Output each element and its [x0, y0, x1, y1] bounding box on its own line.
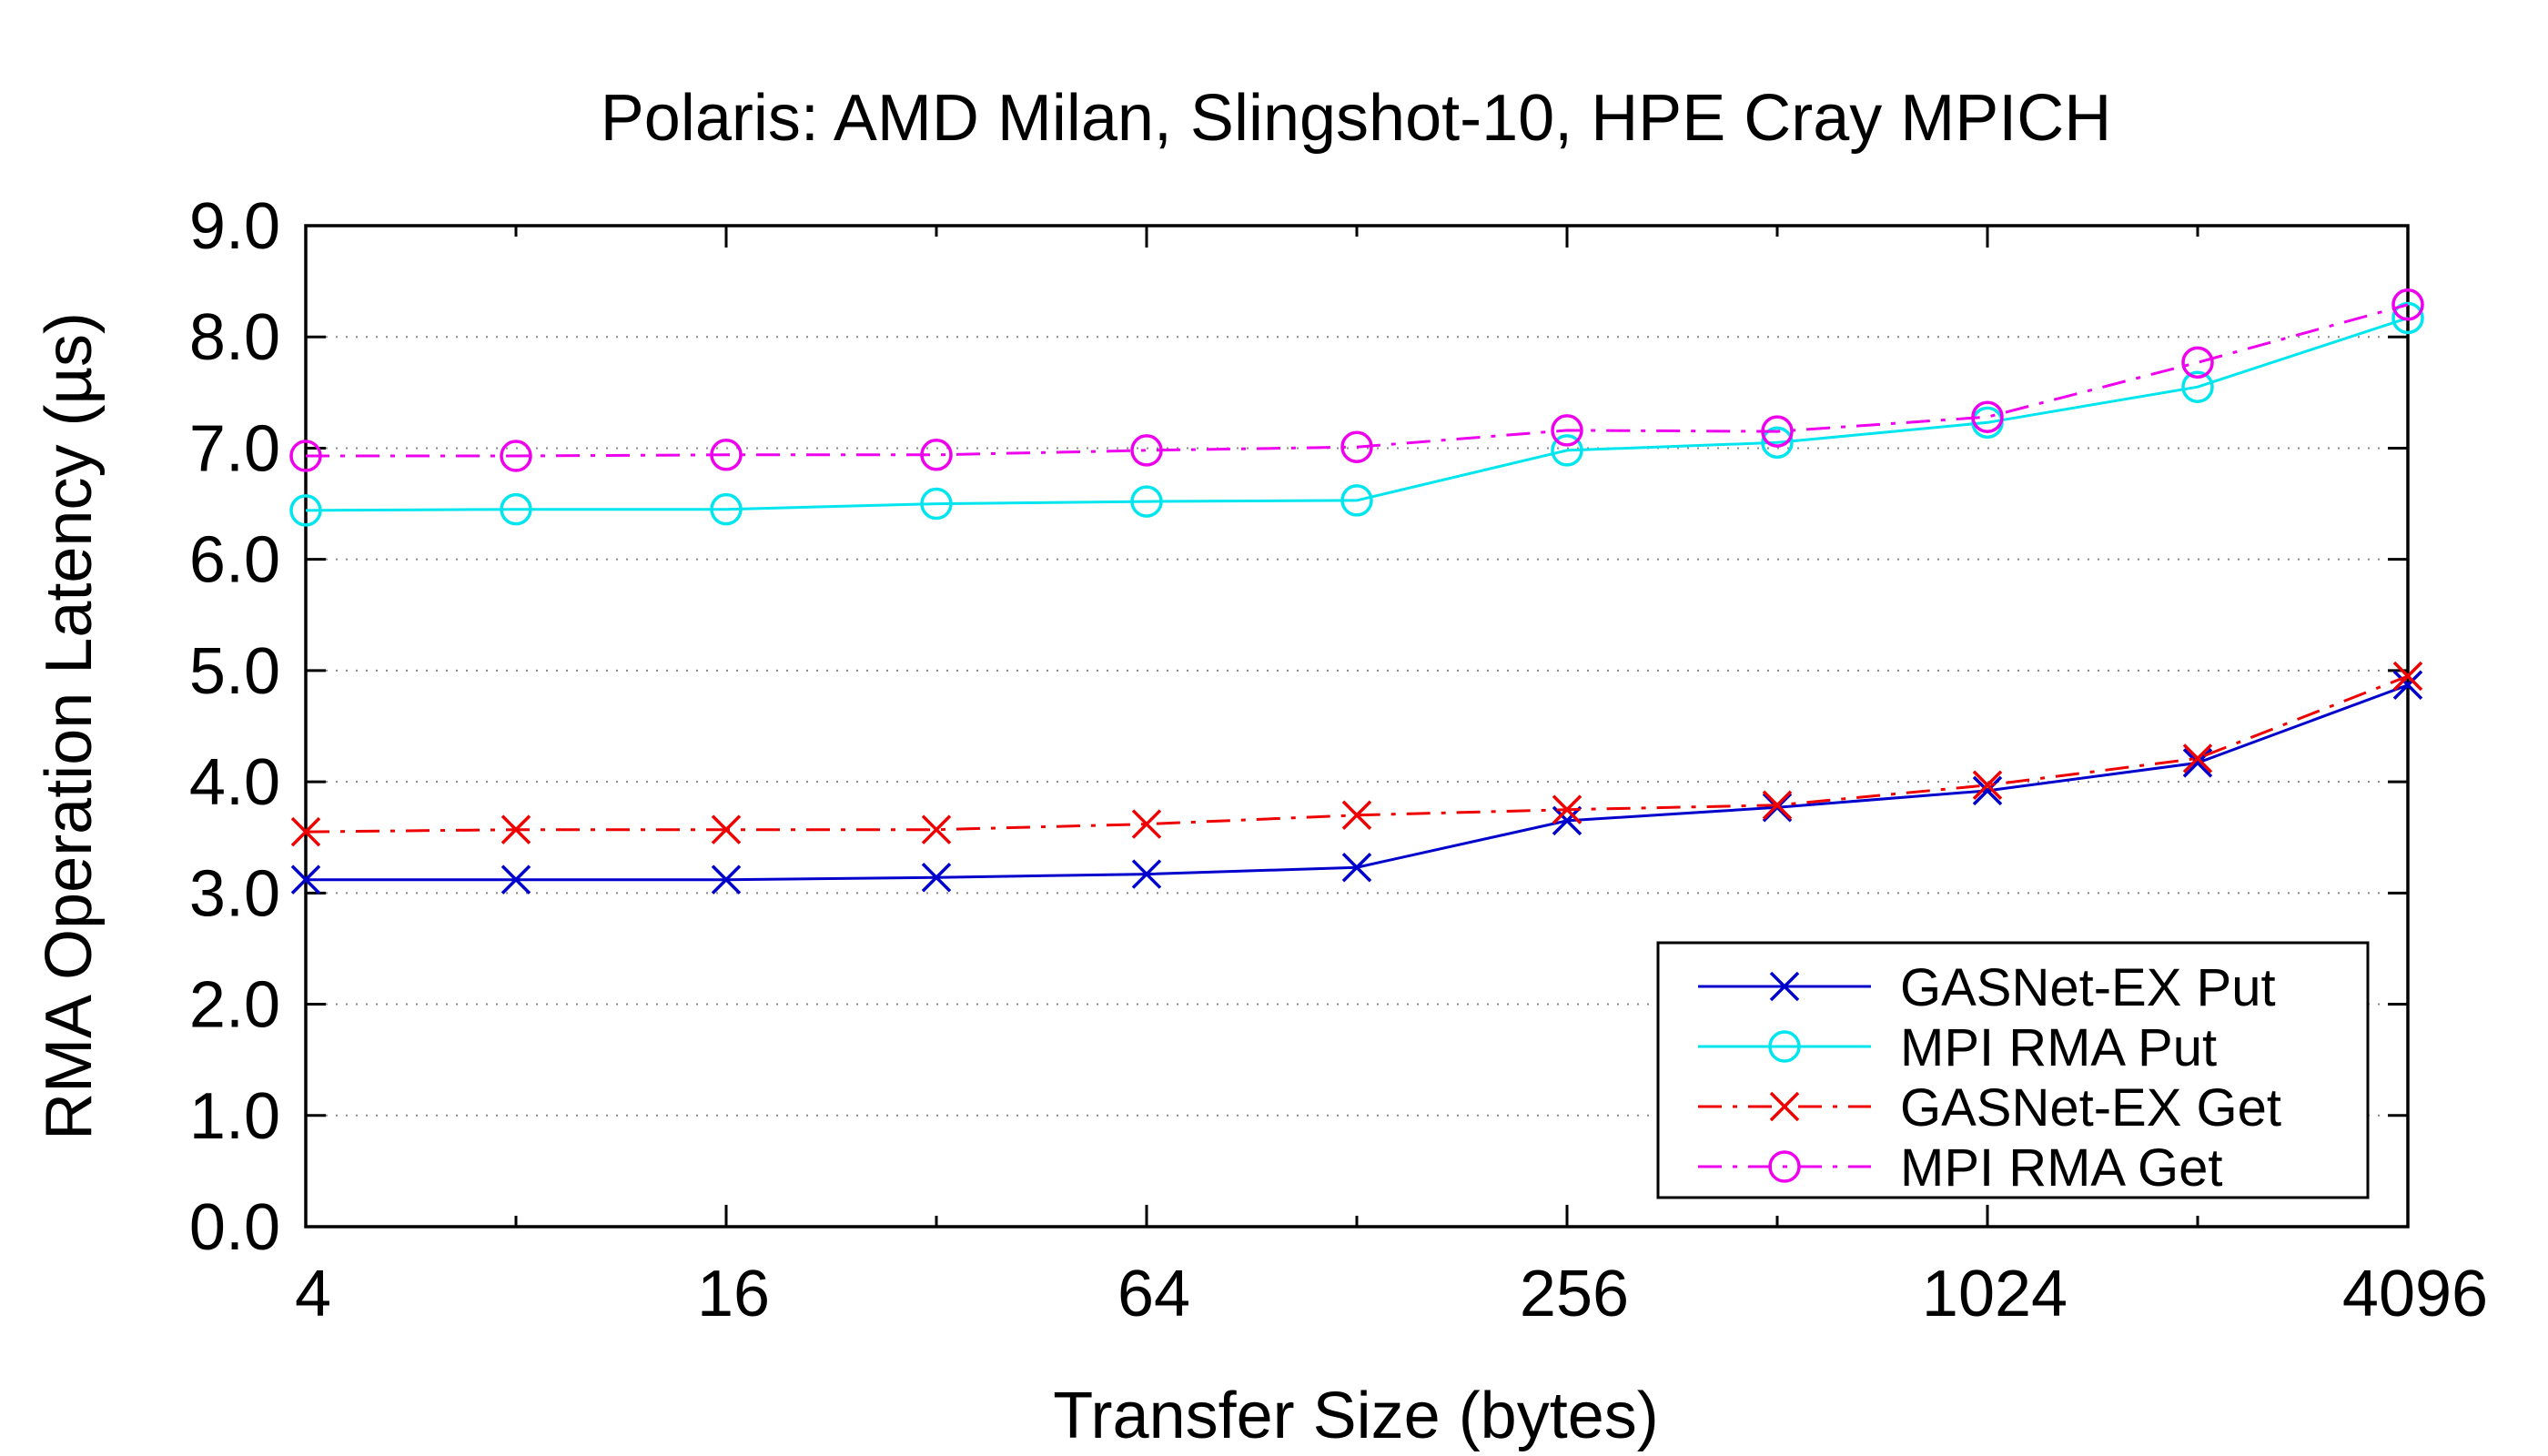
- data-point-mpi-rma-put: [1130, 485, 1163, 518]
- legend-marker-gasnet-ex-get: [1769, 1091, 1800, 1122]
- series-line-mpi-rma-put: [305, 316, 2409, 512]
- data-point-mpi-rma-get: [1971, 400, 2004, 433]
- data-point-gasnet-ex-put: [2392, 670, 2423, 701]
- data-point-gasnet-ex-put: [500, 864, 531, 895]
- y-tick-label: 2.0: [189, 969, 280, 1042]
- x-tick-label: 16: [697, 1258, 770, 1330]
- chart-title: Polaris: AMD Milan, Slingshot-10, HPE Cr…: [601, 82, 2112, 155]
- series-gasnet-ex-put: [290, 670, 2423, 895]
- y-tick-label: 4.0: [189, 746, 280, 819]
- data-point-gasnet-ex-get: [500, 814, 531, 844]
- y-tick-label: 0.0: [189, 1191, 280, 1264]
- data-point-mpi-rma-get: [2181, 346, 2214, 379]
- data-point-mpi-rma-get: [710, 439, 743, 471]
- data-point-gasnet-ex-put: [1972, 775, 2003, 806]
- legend-marker-gasnet-ex-put: [1769, 971, 1800, 1002]
- data-point-mpi-rma-get: [1761, 415, 1794, 448]
- data-point-gasnet-ex-get: [2392, 661, 2423, 692]
- y-tick-label: 9.0: [189, 190, 280, 263]
- y-axis-label: RMA Operation Latency (µs): [33, 312, 106, 1140]
- data-point-mpi-rma-get: [1130, 434, 1163, 467]
- data-point-gasnet-ex-put: [921, 862, 952, 893]
- x-tick-label: 4096: [2342, 1258, 2488, 1330]
- data-point-mpi-rma-get: [920, 439, 953, 471]
- data-point-gasnet-ex-put: [711, 864, 742, 895]
- data-point-gasnet-ex-get: [290, 816, 321, 847]
- data-point-mpi-rma-put: [2181, 370, 2214, 403]
- data-point-gasnet-ex-get: [1131, 809, 1162, 839]
- data-point-mpi-rma-get: [289, 440, 322, 472]
- series-layer: [289, 288, 2424, 895]
- data-point-gasnet-ex-get: [1972, 770, 2003, 801]
- data-point-mpi-rma-put: [920, 487, 953, 521]
- data-point-mpi-rma-get: [500, 440, 532, 472]
- data-point-gasnet-ex-get: [1552, 794, 1582, 824]
- series-line-mpi-rma-get: [306, 303, 2409, 458]
- data-point-gasnet-ex-get: [1762, 790, 1793, 821]
- series-gasnet-ex-get: [290, 661, 2423, 847]
- data-point-gasnet-ex-put: [1552, 805, 1582, 836]
- data-point-mpi-rma-put: [1340, 484, 1373, 517]
- legend-marker-mpi-rma-get: [1768, 1150, 1801, 1183]
- x-axis-label: Transfer Size (bytes): [1053, 1380, 1659, 1452]
- data-point-gasnet-ex-put: [290, 864, 321, 895]
- y-tick-label: 7.0: [189, 412, 280, 485]
- data-point-gasnet-ex-get: [1341, 800, 1372, 831]
- series-mpi-rma-put: [289, 301, 2424, 527]
- y-tick-label: 3.0: [189, 857, 280, 930]
- data-point-gasnet-ex-put: [1131, 859, 1162, 889]
- x-tick-label: 1024: [1922, 1258, 2068, 1330]
- legend-marker-mpi-rma-put: [1768, 1030, 1801, 1063]
- legend-label-gasnet-ex-get: GASNet-EX Get: [1900, 1078, 2281, 1138]
- legend-label-gasnet-ex-put: GASNet-EX Put: [1900, 958, 2276, 1017]
- y-axis-ticks: 0.0 1.0 2.0 3.0 4.0 5.0 6.0 7.0 8.0 9.0: [189, 190, 2408, 1264]
- data-point-mpi-rma-put: [500, 492, 532, 526]
- data-point-mpi-rma-get: [2391, 288, 2424, 321]
- series-mpi-rma-get: [289, 288, 2424, 472]
- data-point-mpi-rma-put: [1761, 426, 1794, 460]
- data-point-mpi-rma-put: [1551, 434, 1583, 467]
- gridlines: [306, 336, 2408, 1117]
- data-point-mpi-rma-put: [710, 492, 743, 526]
- legend-label-mpi-rma-put: MPI RMA Put: [1900, 1018, 2217, 1077]
- legend-label-mpi-rma-get: MPI RMA Get: [1900, 1138, 2223, 1198]
- plot-frame: [304, 224, 2410, 1228]
- y-tick-label: 6.0: [189, 524, 280, 597]
- data-point-mpi-rma-put: [2391, 301, 2424, 335]
- data-point-mpi-rma-put: [289, 494, 322, 527]
- data-point-gasnet-ex-get: [2182, 743, 2213, 774]
- y-tick-label: 5.0: [189, 635, 280, 708]
- y-tick-label: 8.0: [189, 301, 280, 374]
- x-axis-ticks: 4 16 64 256 1024 4096: [295, 226, 2488, 1330]
- data-point-gasnet-ex-get: [921, 814, 952, 844]
- data-point-gasnet-ex-put: [1341, 852, 1372, 883]
- y-tick-label: 1.0: [189, 1080, 280, 1153]
- x-tick-label: 64: [1117, 1258, 1190, 1330]
- data-point-mpi-rma-get: [1551, 414, 1583, 447]
- data-point-gasnet-ex-get: [711, 814, 742, 844]
- x-tick-label: 4: [295, 1258, 331, 1330]
- x-tick-label: 256: [1520, 1258, 1629, 1330]
- data-point-mpi-rma-get: [1340, 430, 1373, 463]
